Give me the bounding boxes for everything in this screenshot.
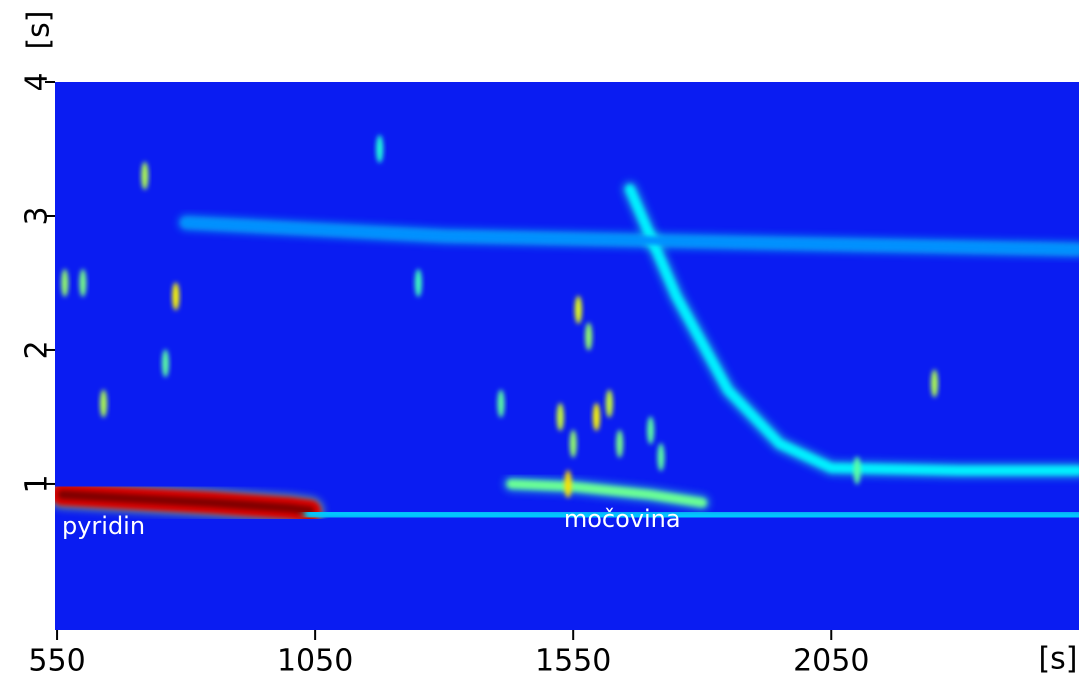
peak	[172, 282, 180, 311]
peak	[657, 443, 665, 472]
peak	[574, 295, 582, 324]
peak	[647, 416, 655, 445]
peak	[79, 268, 87, 297]
y-tick-label: 2	[20, 340, 55, 359]
y-tick-label: 3	[20, 206, 55, 225]
band	[506, 479, 707, 508]
annotation: pyridin	[62, 512, 145, 540]
peak	[161, 349, 169, 378]
x-tick-label: 1050	[277, 644, 353, 679]
peak	[853, 456, 861, 485]
plot-area	[55, 134, 1079, 525]
y-axis-label: [s]	[22, 10, 57, 49]
band-core	[57, 490, 315, 516]
band	[625, 184, 1079, 476]
peak	[141, 161, 149, 190]
peak	[616, 429, 624, 458]
peak	[376, 134, 384, 163]
peak	[61, 268, 69, 297]
peak	[585, 322, 593, 351]
x-tick-label: 550	[28, 644, 85, 679]
x-tick-label: 1550	[535, 644, 611, 679]
peak	[605, 389, 613, 418]
peak	[592, 402, 600, 431]
peak	[100, 389, 108, 418]
plot-background	[55, 82, 1079, 630]
band	[181, 218, 1079, 254]
peak	[564, 469, 572, 498]
peak	[556, 402, 564, 431]
x-axis-label: [s]	[1038, 642, 1077, 677]
peak	[569, 429, 577, 458]
annotation: močovina	[564, 505, 681, 533]
y-tick-label: 1	[20, 474, 55, 493]
peak	[930, 369, 938, 398]
peak	[497, 389, 505, 418]
x-tick-label: 2050	[793, 644, 869, 679]
peak	[414, 268, 422, 297]
y-tick-label: 4	[20, 72, 55, 91]
